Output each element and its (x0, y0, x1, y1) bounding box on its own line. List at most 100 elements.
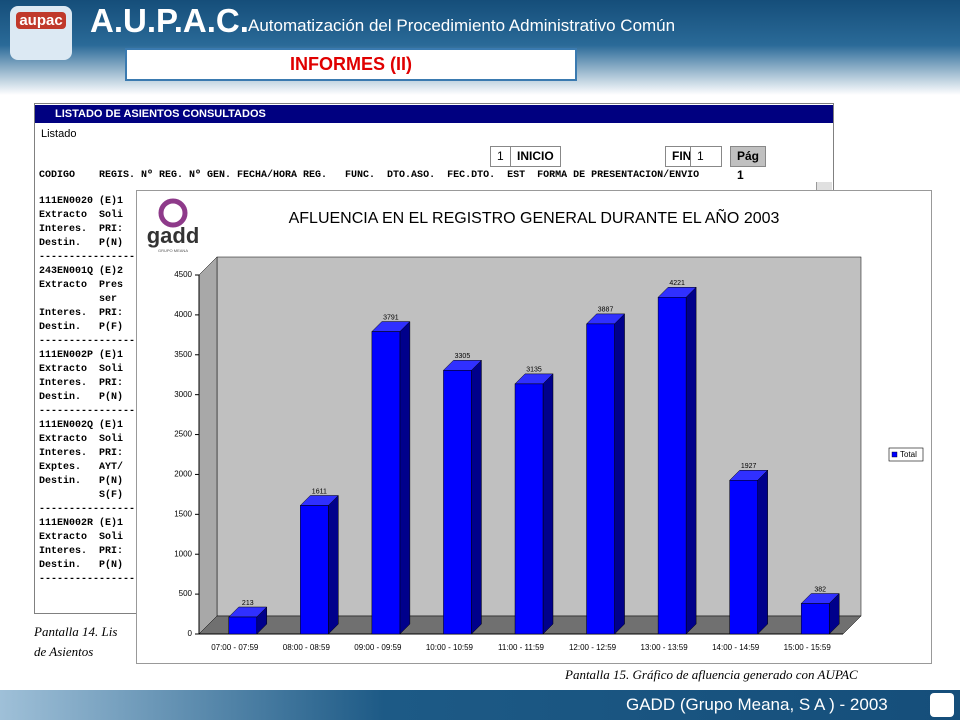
listing-line: Interes. PRI: (39, 224, 124, 235)
y-tick-label: 3000 (174, 390, 192, 399)
bar (371, 331, 401, 635)
bar (729, 480, 758, 635)
listing-line: ------------------ (39, 504, 148, 515)
legend-box (888, 447, 924, 462)
bar-side (542, 373, 554, 635)
column-header: CODIGO REGIS. Nº REG. Nº GEN. FECHA/HORA… (39, 170, 700, 181)
menu-item[interactable]: Listado (41, 128, 77, 140)
listing-line: Interes. PRI: (39, 378, 124, 389)
y-tick-label: 2500 (174, 430, 192, 439)
listing-line: Extracto Soli (39, 210, 124, 221)
listing-line: Destin. P(F) (39, 322, 124, 333)
data-label: 3305 (455, 353, 471, 360)
chart-title: AFLUENCIA EN EL REGISTRO GENERAL DURANTE… (289, 207, 780, 227)
x-tick-label: 07:00 - 07:59 (211, 643, 259, 652)
data-label: 3887 (598, 307, 614, 314)
bar (514, 383, 544, 635)
data-label: 3135 (526, 367, 542, 374)
footer-text: GADD (Grupo Meana, S A ) - 2003 (626, 695, 888, 714)
data-label: 3791 (383, 314, 399, 321)
bar (443, 370, 472, 635)
listing-line: Destin. P(N) (39, 476, 124, 487)
bar (586, 323, 615, 635)
listing-line: ------------------ (39, 252, 148, 263)
listing-line: 111EN0020 (E)1 (39, 196, 124, 207)
listing-line: ------------------ (39, 336, 148, 347)
listing-line: Extracto Soli (39, 434, 124, 445)
aupac-logo: aupac (10, 6, 72, 60)
toolbar-field: INICIO (510, 146, 561, 167)
toolbar-field: 1 (690, 146, 722, 167)
window-title: LISTADO DE ASIENTOS CONSULTADOS (35, 105, 833, 123)
x-tick-label: 15:00 - 15:59 (784, 643, 832, 652)
bar-side (471, 359, 482, 635)
bar-side (328, 494, 339, 635)
listing-line: Destin. P(N) (39, 560, 124, 571)
chart-panel: gadd GRUPO MEANA AFLUENCIA EN EL REGISTR… (136, 190, 932, 664)
bar (800, 603, 830, 635)
listing-line: Extracto Pres (39, 280, 124, 291)
bar-side (685, 286, 697, 635)
y-tick-label: 0 (188, 629, 193, 638)
data-label: 1927 (741, 463, 757, 470)
listing-line: Interes. PRI: (39, 308, 124, 319)
listing-line: Destin. P(N) (39, 238, 124, 249)
listing-line: Destin. P(N) (39, 392, 124, 403)
logo-text: aupac (16, 12, 66, 29)
listing-line: ser (39, 294, 118, 305)
section-title: INFORMES (II) (125, 48, 577, 81)
data-label: 213 (242, 600, 254, 607)
footer-band (0, 690, 960, 720)
x-tick-label: 12:00 - 12:59 (569, 643, 617, 652)
listing-line: Extracto Soli (39, 364, 124, 375)
footer-logo (930, 693, 954, 717)
legend-label: Total (900, 450, 917, 459)
bar-side (399, 320, 411, 635)
side-wall (198, 256, 218, 635)
listing-line: ------------------ (39, 574, 148, 585)
bar (228, 616, 258, 635)
data-label: 1611 (312, 488, 327, 495)
y-tick-label: 2000 (174, 470, 192, 479)
listing-line: Extracto Soli (39, 532, 124, 543)
header-subtitle: Automatización del Procedimiento Adminis… (248, 16, 676, 35)
listing-line: 111EN002P (E)1 (39, 350, 124, 361)
listing-line: S(F) (39, 490, 124, 501)
chart: gadd GRUPO MEANA AFLUENCIA EN EL REGISTR… (147, 198, 924, 652)
bar (657, 297, 687, 635)
x-tick-label: 09:00 - 09:59 (354, 643, 402, 652)
y-tick-label: 3500 (174, 350, 192, 359)
legend-swatch (891, 451, 898, 458)
x-tick-label: 14:00 - 14:59 (712, 643, 760, 652)
caption-line: Pantalla 14. Lis (34, 624, 118, 639)
caption-14: Pantalla 14. Lis de Asientos (34, 622, 117, 662)
x-tick-label: 11:00 - 11:59 (498, 643, 545, 652)
bar (300, 505, 329, 635)
y-tick-label: 1500 (174, 509, 192, 518)
listing-line: Interes. PRI: (39, 546, 124, 557)
gadd-logo-mark (158, 198, 188, 228)
data-label: 4221 (669, 280, 685, 287)
listing-line: 111EN002Q (E)1 (39, 420, 124, 431)
gadd-logo: gadd (147, 223, 200, 248)
x-tick-label: 13:00 - 13:59 (641, 643, 689, 652)
listing-line: 243EN001Q (E)2 (39, 266, 124, 277)
caption-15: Pantalla 15. Gráfico de afluencia genera… (565, 667, 858, 682)
y-tick-label: 1000 (174, 549, 192, 558)
y-tick-label: 500 (179, 589, 193, 598)
gadd-sub: GRUPO MEANA (158, 248, 188, 253)
header-title: A.U.P.A.C. (90, 2, 249, 39)
listing-line: Interes. PRI: (39, 448, 124, 459)
toolbar-field: Pág 1 (730, 146, 767, 182)
listing-line: ------------------ (39, 406, 148, 417)
listing-line: Exptes. AYT/ (39, 462, 124, 473)
bar-side (614, 313, 625, 635)
bar-side (757, 469, 768, 635)
y-tick-label: 4500 (174, 270, 192, 279)
x-tick-label: 10:00 - 10:59 (426, 643, 474, 652)
caption-line: de Asientos (34, 644, 94, 659)
x-tick-label: 08:00 - 08:59 (283, 643, 331, 652)
listing-line: 111EN002R (E)1 (39, 518, 124, 529)
data-label: 382 (814, 586, 826, 593)
